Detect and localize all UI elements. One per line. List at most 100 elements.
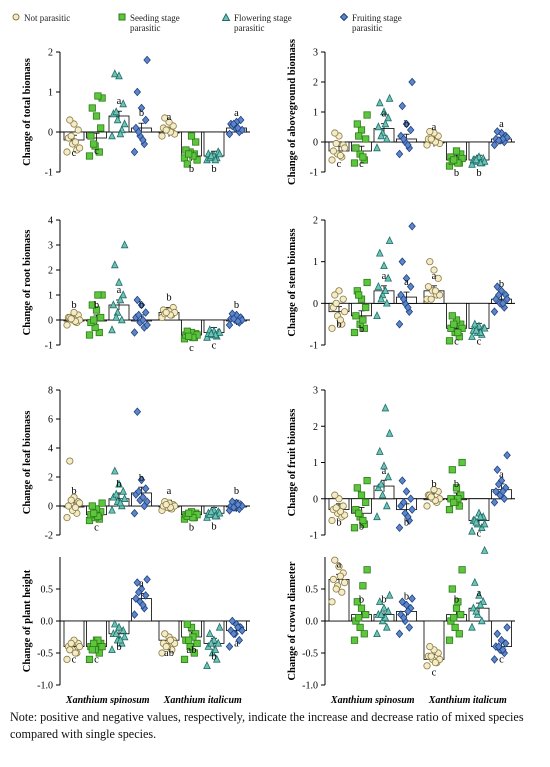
data-point — [108, 645, 116, 653]
y-tick-label: -1.0 — [302, 681, 318, 692]
data-point — [381, 286, 390, 295]
data-point — [357, 491, 366, 499]
data-point — [363, 566, 371, 574]
significance-letter: a — [337, 559, 342, 570]
data-point — [90, 639, 98, 648]
data-point — [408, 594, 416, 603]
data-point — [431, 658, 439, 667]
data-point — [408, 77, 416, 87]
data-point — [108, 505, 116, 514]
y-tick-label: 4 — [48, 444, 53, 455]
significance-letter: ab — [164, 648, 174, 659]
data-point — [350, 328, 359, 337]
significance-letter: c — [212, 341, 217, 352]
chart-panel: -1 0 1 2 3 4 Change of root biomass b b a b b c c b — [22, 216, 250, 354]
data-point — [448, 585, 456, 593]
data-point — [234, 623, 242, 632]
data-point — [120, 240, 129, 249]
data-point — [352, 312, 360, 320]
data-point — [193, 156, 201, 164]
data-point — [225, 642, 234, 651]
data-point — [455, 502, 463, 510]
data-point — [112, 489, 121, 498]
data-point — [398, 257, 407, 266]
data-point — [399, 498, 408, 507]
data-point — [458, 458, 466, 467]
data-point — [189, 514, 197, 522]
data-point — [494, 290, 503, 300]
significance-letter: b — [94, 300, 99, 311]
y-tick-label: 2 — [313, 78, 318, 89]
data-point — [445, 337, 454, 345]
data-point — [423, 662, 431, 670]
data-point — [120, 494, 129, 502]
y-axis-label: Change of total biomass — [22, 58, 33, 166]
significance-letter: a — [382, 466, 387, 477]
data-point — [67, 496, 75, 504]
data-point — [404, 303, 412, 312]
data-point — [490, 655, 499, 664]
significance-letter: c — [499, 655, 504, 666]
data-point — [499, 487, 507, 496]
data-point — [472, 517, 481, 526]
data-point — [363, 278, 371, 287]
data-point — [402, 600, 411, 610]
data-point — [112, 629, 121, 637]
data-point — [340, 308, 349, 316]
significance-letter: b — [476, 168, 481, 179]
data-point — [426, 642, 434, 651]
data-point — [212, 654, 221, 663]
significance-letter: b — [431, 479, 436, 490]
significance-letter: a — [139, 579, 144, 590]
data-point — [430, 486, 438, 494]
data-point — [329, 147, 337, 155]
figure-note: Note: positive and negative values, resp… — [10, 710, 524, 741]
data-point — [448, 466, 456, 474]
data-point — [362, 303, 370, 312]
data-point — [493, 282, 502, 291]
data-point — [67, 315, 75, 323]
data-point — [207, 329, 216, 337]
data-point — [91, 323, 99, 332]
data-point — [130, 508, 139, 518]
data-point — [468, 159, 476, 168]
significance-letter: b — [189, 164, 194, 175]
y-tick-label: 2 — [48, 473, 53, 484]
data-point — [404, 140, 412, 150]
data-point — [480, 545, 489, 554]
data-point — [187, 132, 196, 140]
data-point — [363, 111, 371, 119]
data-point — [357, 126, 366, 134]
legend-label: Seeding stage parasitic — [130, 13, 180, 33]
data-point — [66, 116, 74, 124]
data-point — [468, 331, 476, 340]
y-tick-label: 1 — [48, 291, 53, 302]
data-point — [339, 295, 347, 303]
data-point — [234, 123, 242, 133]
significance-letter: a — [382, 271, 387, 282]
data-point — [427, 652, 435, 660]
data-point — [162, 500, 170, 509]
y-axis-label: Change of crown diameter — [287, 561, 298, 680]
data-point — [85, 331, 94, 339]
significance-letter: b — [454, 595, 459, 606]
data-point — [115, 479, 123, 488]
data-point — [162, 308, 170, 317]
y-tick-label: 2 — [48, 266, 53, 277]
data-point — [137, 103, 146, 113]
data-point — [211, 155, 220, 164]
data-point — [357, 604, 366, 612]
legend-item-fruiting: Fruiting stage parasitic — [340, 13, 440, 33]
data-point — [120, 119, 129, 128]
y-tick-label: -0.5 — [302, 649, 318, 660]
data-point — [331, 129, 339, 137]
y-tick-label: 0 — [313, 299, 318, 310]
data-point — [373, 629, 381, 637]
data-point — [98, 499, 106, 507]
legend-item-flowering: Flowering stage parasitic — [222, 13, 322, 33]
significance-letter: a — [234, 639, 239, 650]
data-point — [85, 655, 94, 664]
data-point — [139, 135, 147, 145]
legend-item-seeding: Seeding stage parasitic — [118, 13, 228, 33]
